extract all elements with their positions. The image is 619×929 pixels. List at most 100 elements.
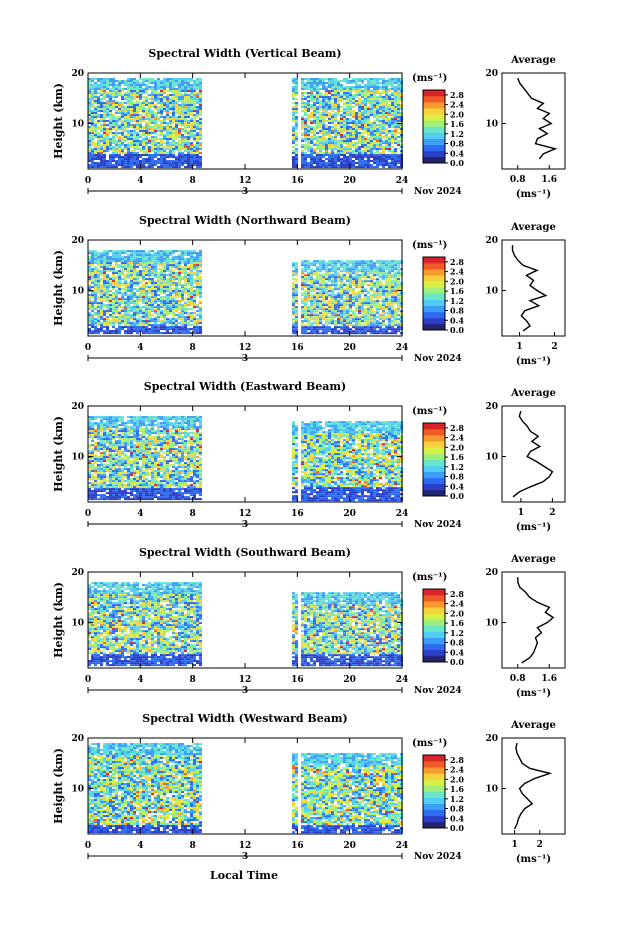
heatmap-cell [382, 166, 385, 169]
heatmap-cell [136, 142, 139, 145]
heatmap-cell [346, 160, 349, 163]
heatmap-cell [106, 298, 109, 301]
heatmap-cell [97, 138, 100, 141]
heatmap-cell [163, 304, 166, 307]
heatmap-cell [367, 154, 370, 157]
heatmap-cell [343, 158, 346, 161]
heatmap-cell [361, 90, 364, 93]
heatmap-cell [193, 162, 196, 165]
heatmap-cell [106, 116, 109, 119]
heatmap-cell [397, 88, 400, 91]
heatmap-cell [331, 128, 334, 131]
heatmap-cell [340, 94, 343, 97]
heatmap-cell [175, 278, 178, 281]
heatmap-cell [94, 306, 97, 309]
heatmap-cell [139, 136, 142, 139]
heatmap-cell [94, 166, 97, 169]
heatmap-cell [319, 266, 322, 269]
heatmap-cell [163, 152, 166, 155]
average-xlabel: (ms⁻¹) [516, 189, 551, 200]
heatmap-cell [145, 88, 148, 91]
heatmap-cell [352, 142, 355, 145]
heatmap-cell [136, 290, 139, 293]
heatmap-cell [133, 126, 136, 129]
heatmap-cell [310, 160, 313, 163]
heatmap-cell [142, 320, 145, 323]
heatmap-cell [124, 320, 127, 323]
heatmap-cell [385, 128, 388, 131]
heatmap-cell [373, 100, 376, 103]
heatmap-cell [346, 314, 349, 317]
heatmap-cell [313, 82, 316, 85]
heatmap-cell [331, 298, 334, 301]
heatmap-cell [157, 312, 160, 315]
heatmap-cell [370, 156, 373, 159]
heatmap-cell [364, 130, 367, 133]
heatmap-cell [346, 88, 349, 91]
heatmap-cell [172, 92, 175, 95]
heatmap-cell [118, 264, 121, 267]
heatmap-cell [166, 330, 169, 333]
heatmap-cell [178, 278, 181, 281]
heatmap-cell [181, 86, 184, 89]
heatmap-cell [301, 324, 304, 327]
heatmap-cell [193, 138, 196, 141]
heatmap-cell [382, 86, 385, 89]
heatmap-cell [190, 162, 193, 165]
heatmap-cell [97, 104, 100, 107]
heatmap-cell [100, 258, 103, 261]
heatmap-cell [310, 96, 313, 99]
heatmap-cell [346, 78, 349, 81]
heatmap-cell [157, 258, 160, 261]
heatmap-cell [331, 292, 334, 295]
heatmap-cell [130, 156, 133, 159]
heatmap-cell [337, 96, 340, 99]
heatmap-cell [319, 144, 322, 147]
heatmap-cell [367, 134, 370, 137]
heatmap-cell [193, 82, 196, 85]
heatmap-cell [361, 78, 364, 81]
heatmap-cell [145, 300, 148, 303]
heatmap-cell [397, 120, 400, 123]
heatmap-cell [127, 92, 130, 95]
heatmap-cell [88, 126, 91, 129]
heatmap-cell [103, 310, 106, 313]
heatmap-cell [139, 120, 142, 123]
heatmap-cell [139, 296, 142, 299]
heatmap-cell [340, 282, 343, 285]
heatmap-cell [154, 92, 157, 95]
heatmap-cell [181, 124, 184, 127]
heatmap-cell [199, 294, 202, 297]
heatmap-cell [322, 316, 325, 319]
heatmap-cell [199, 118, 202, 121]
heatmap-cell [301, 294, 304, 297]
heatmap-cell [160, 122, 163, 125]
heatmap-cell [106, 274, 109, 277]
colorbar-unit: (ms⁻¹) [412, 73, 447, 84]
heatmap-cell [331, 92, 334, 95]
heatmap-cell [343, 322, 346, 325]
heatmap-cell [127, 110, 130, 113]
heatmap-cell [292, 146, 295, 149]
heatmap-cell [100, 110, 103, 113]
heatmap-cell [163, 282, 166, 285]
heatmap-cell [304, 266, 307, 269]
heatmap-cell [88, 294, 91, 297]
heatmap-cell [121, 288, 124, 291]
heatmap-cell [196, 100, 199, 103]
heatmap-cell [325, 86, 328, 89]
heatmap-cell [133, 82, 136, 85]
heatmap-cell [106, 140, 109, 143]
heatmap-cell [124, 130, 127, 133]
heatmap-cell [181, 308, 184, 311]
heatmap-cell [97, 330, 100, 333]
heatmap-cell [172, 330, 175, 333]
heatmap-cell [331, 312, 334, 315]
heatmap-cell [358, 154, 361, 157]
heatmap-cell [106, 258, 109, 261]
heatmap-cell [358, 152, 361, 155]
heatmap-cell [139, 270, 142, 273]
heatmap-cell [169, 160, 172, 163]
heatmap-cell [121, 124, 124, 127]
heatmap-cell [109, 146, 112, 149]
